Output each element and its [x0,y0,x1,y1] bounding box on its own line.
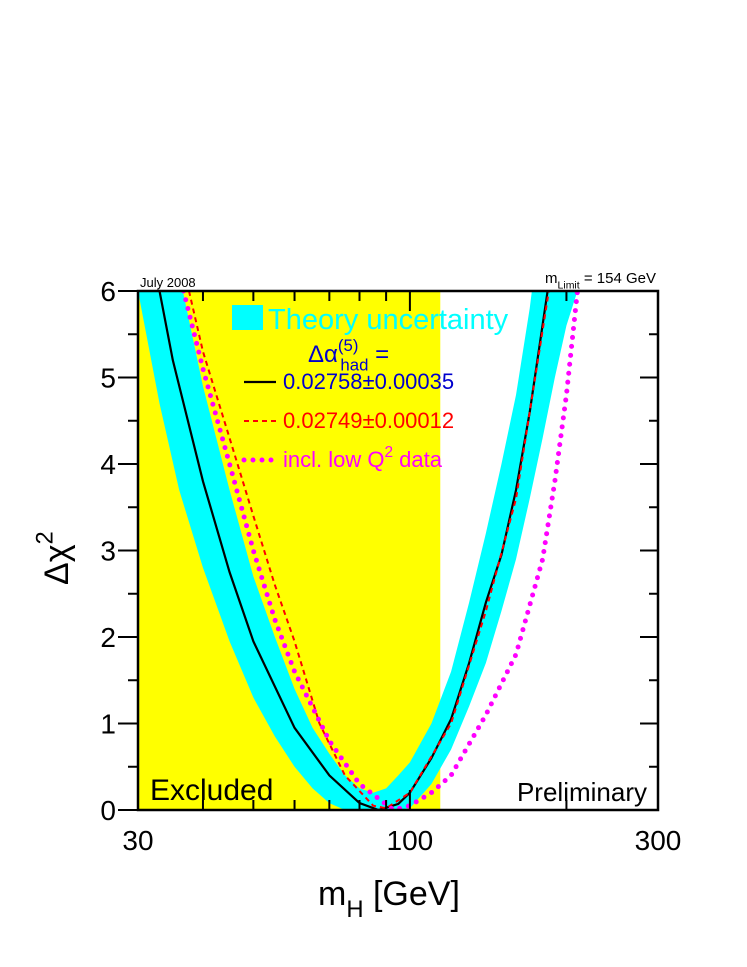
top-left-note: July 2008 [140,275,196,290]
top-right-note: mLimit = 154 GeV [545,270,656,291]
region-label: Excluded [150,774,273,807]
top-right-note-text: m [545,270,558,287]
y-axis-title-superscript: 2 [32,531,59,544]
legend-label: 0.02758±0.00035 [283,369,454,394]
y-tick-label: 3 [100,536,116,567]
legend-label: 0.02749±0.00012 [283,408,454,433]
annotation: Preliminary [517,777,647,807]
x-axis-title-text: m [318,875,346,913]
y-tick-label: 2 [100,622,116,653]
theory-band [138,291,578,810]
legend-swatch [232,305,263,330]
x-tick-label: 100 [387,825,434,856]
legend-header-superscript: (5) [338,336,359,355]
y-tick-label: 5 [100,363,116,394]
y-axis-title-text: Δχ [38,544,76,585]
legend-label: incl. low Q2 data [283,444,443,472]
y-tick-label: 4 [100,449,116,480]
y-tick-label: 6 [100,276,116,307]
legend-header-text: Δα [308,341,338,368]
series-line [181,291,580,810]
x-axis-title: mH [GeV] [318,875,460,923]
x-tick-label: 300 [635,825,682,856]
legend-label-superscript: 2 [384,444,393,461]
top-right-note-suffix: = 154 GeV [580,270,656,287]
legend-header-subscript: had [340,355,368,374]
plot-area [138,291,580,810]
y-tick-label: 1 [100,709,116,740]
y-axis-title: Δχ2 [32,531,76,585]
top-right-note-subscript: Limit [558,279,580,291]
legend-label: Theory uncertainty [268,304,509,336]
x-axis-title-suffix: [GeV] [364,875,460,913]
x-axis-title-subscript: H [346,896,363,923]
series-line [188,291,550,810]
legend-label-text: incl. low Q [283,447,384,472]
legend-header: Δα(5) had = [308,336,389,374]
legend-label-suffix: data [393,447,443,472]
x-tick-label: 30 [122,825,153,856]
y-tick-label: 0 [100,795,116,826]
legend-header-suffix: = [368,341,389,368]
